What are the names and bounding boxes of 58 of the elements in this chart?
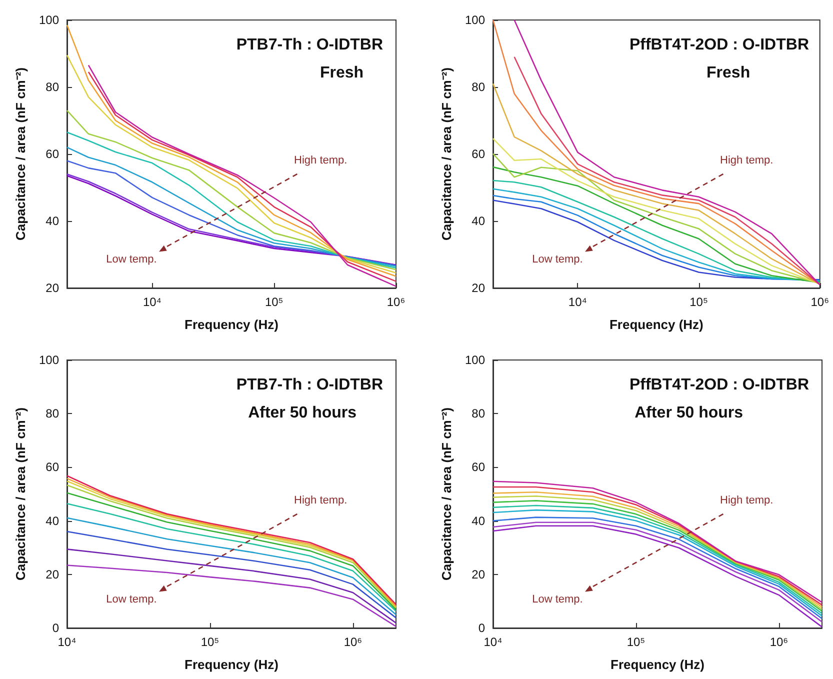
y-tick-label: 0 [478,621,486,635]
x-tick-label: 10⁶ [810,295,830,309]
y-tick-label: 20 [472,567,486,582]
x-axis-title: Frequency (Hz) [184,657,278,672]
y-tick-label: 0 [52,621,60,635]
y-tick-label: 100 [38,353,60,367]
y-tick-label: 60 [472,460,486,474]
x-tick-label: 10⁶ [344,635,362,649]
x-tick-label: 10⁶ [386,295,406,309]
annotation: High temp. [294,154,348,167]
x-axis-title: Frequency (Hz) [609,317,704,332]
text: PTB7-Th : O-IDTBR [236,36,384,54]
text: PffBT4T-2OD : O-IDTBR [629,36,810,54]
text: PffBT4T-2OD : O-IDTBR [629,376,810,394]
text: After 50 hours [634,404,744,422]
y-axis-title: Capacitance / area (nF cm⁻²) [439,407,454,581]
y-tick-label: 100 [38,13,60,27]
annotation: High temp. [294,494,348,507]
x-tick-label: 10⁵ [690,295,708,309]
x-tick-label: 10⁵ [264,295,284,309]
y-axis-title: Capacitance / area (nF cm⁻²) [439,67,454,241]
y-axis-title: Capacitance / area (nF cm⁻²) [13,407,28,581]
x-tick-label: 10⁵ [200,635,220,649]
y-tick-label: 20 [472,281,486,295]
annotation: Low temp. [106,594,157,606]
y-tick-label: 80 [46,80,60,94]
annotation: Low temp. [106,254,157,266]
x-axis-title: Frequency (Hz) [184,317,278,332]
y-tick-label: 100 [464,353,486,367]
x-axis-title: Frequency (Hz) [610,657,704,672]
y-tick-label: 20 [46,567,60,582]
y-tick-label: 100 [464,13,486,27]
y-tick-label: 60 [46,147,60,161]
annotation: High temp. [720,494,774,507]
y-tick-label: 20 [46,281,60,295]
y-tick-label: 40 [46,514,60,528]
text: PTB7-Th : O-IDTBR [236,376,384,394]
y-tick-label: 60 [46,460,60,474]
y-tick-label: 60 [472,147,486,161]
x-tick-label: 10⁵ [626,635,646,649]
x-tick-label: 10⁴ [142,295,162,309]
y-tick-label: 80 [46,406,60,421]
y-tick-label: 40 [472,514,486,528]
y-tick-label: 80 [472,406,486,421]
y-tick-label: 80 [472,80,486,94]
text: After 50 hours [248,404,357,422]
annotation: Low temp. [532,254,583,266]
x-tick-label: 10⁴ [568,295,587,309]
x-tick-label: 10⁶ [770,635,788,649]
text: Fresh [706,64,750,82]
y-tick-label: 40 [46,214,60,228]
x-tick-label: 10⁴ [58,635,76,649]
y-axis-title: Capacitance / area (nF cm⁻²) [13,67,28,241]
annotation: High temp. [720,154,774,167]
annotation: Low temp. [532,594,583,606]
y-tick-label: 40 [472,214,486,228]
text: Fresh [320,64,364,82]
x-tick-label: 10⁴ [484,635,502,649]
